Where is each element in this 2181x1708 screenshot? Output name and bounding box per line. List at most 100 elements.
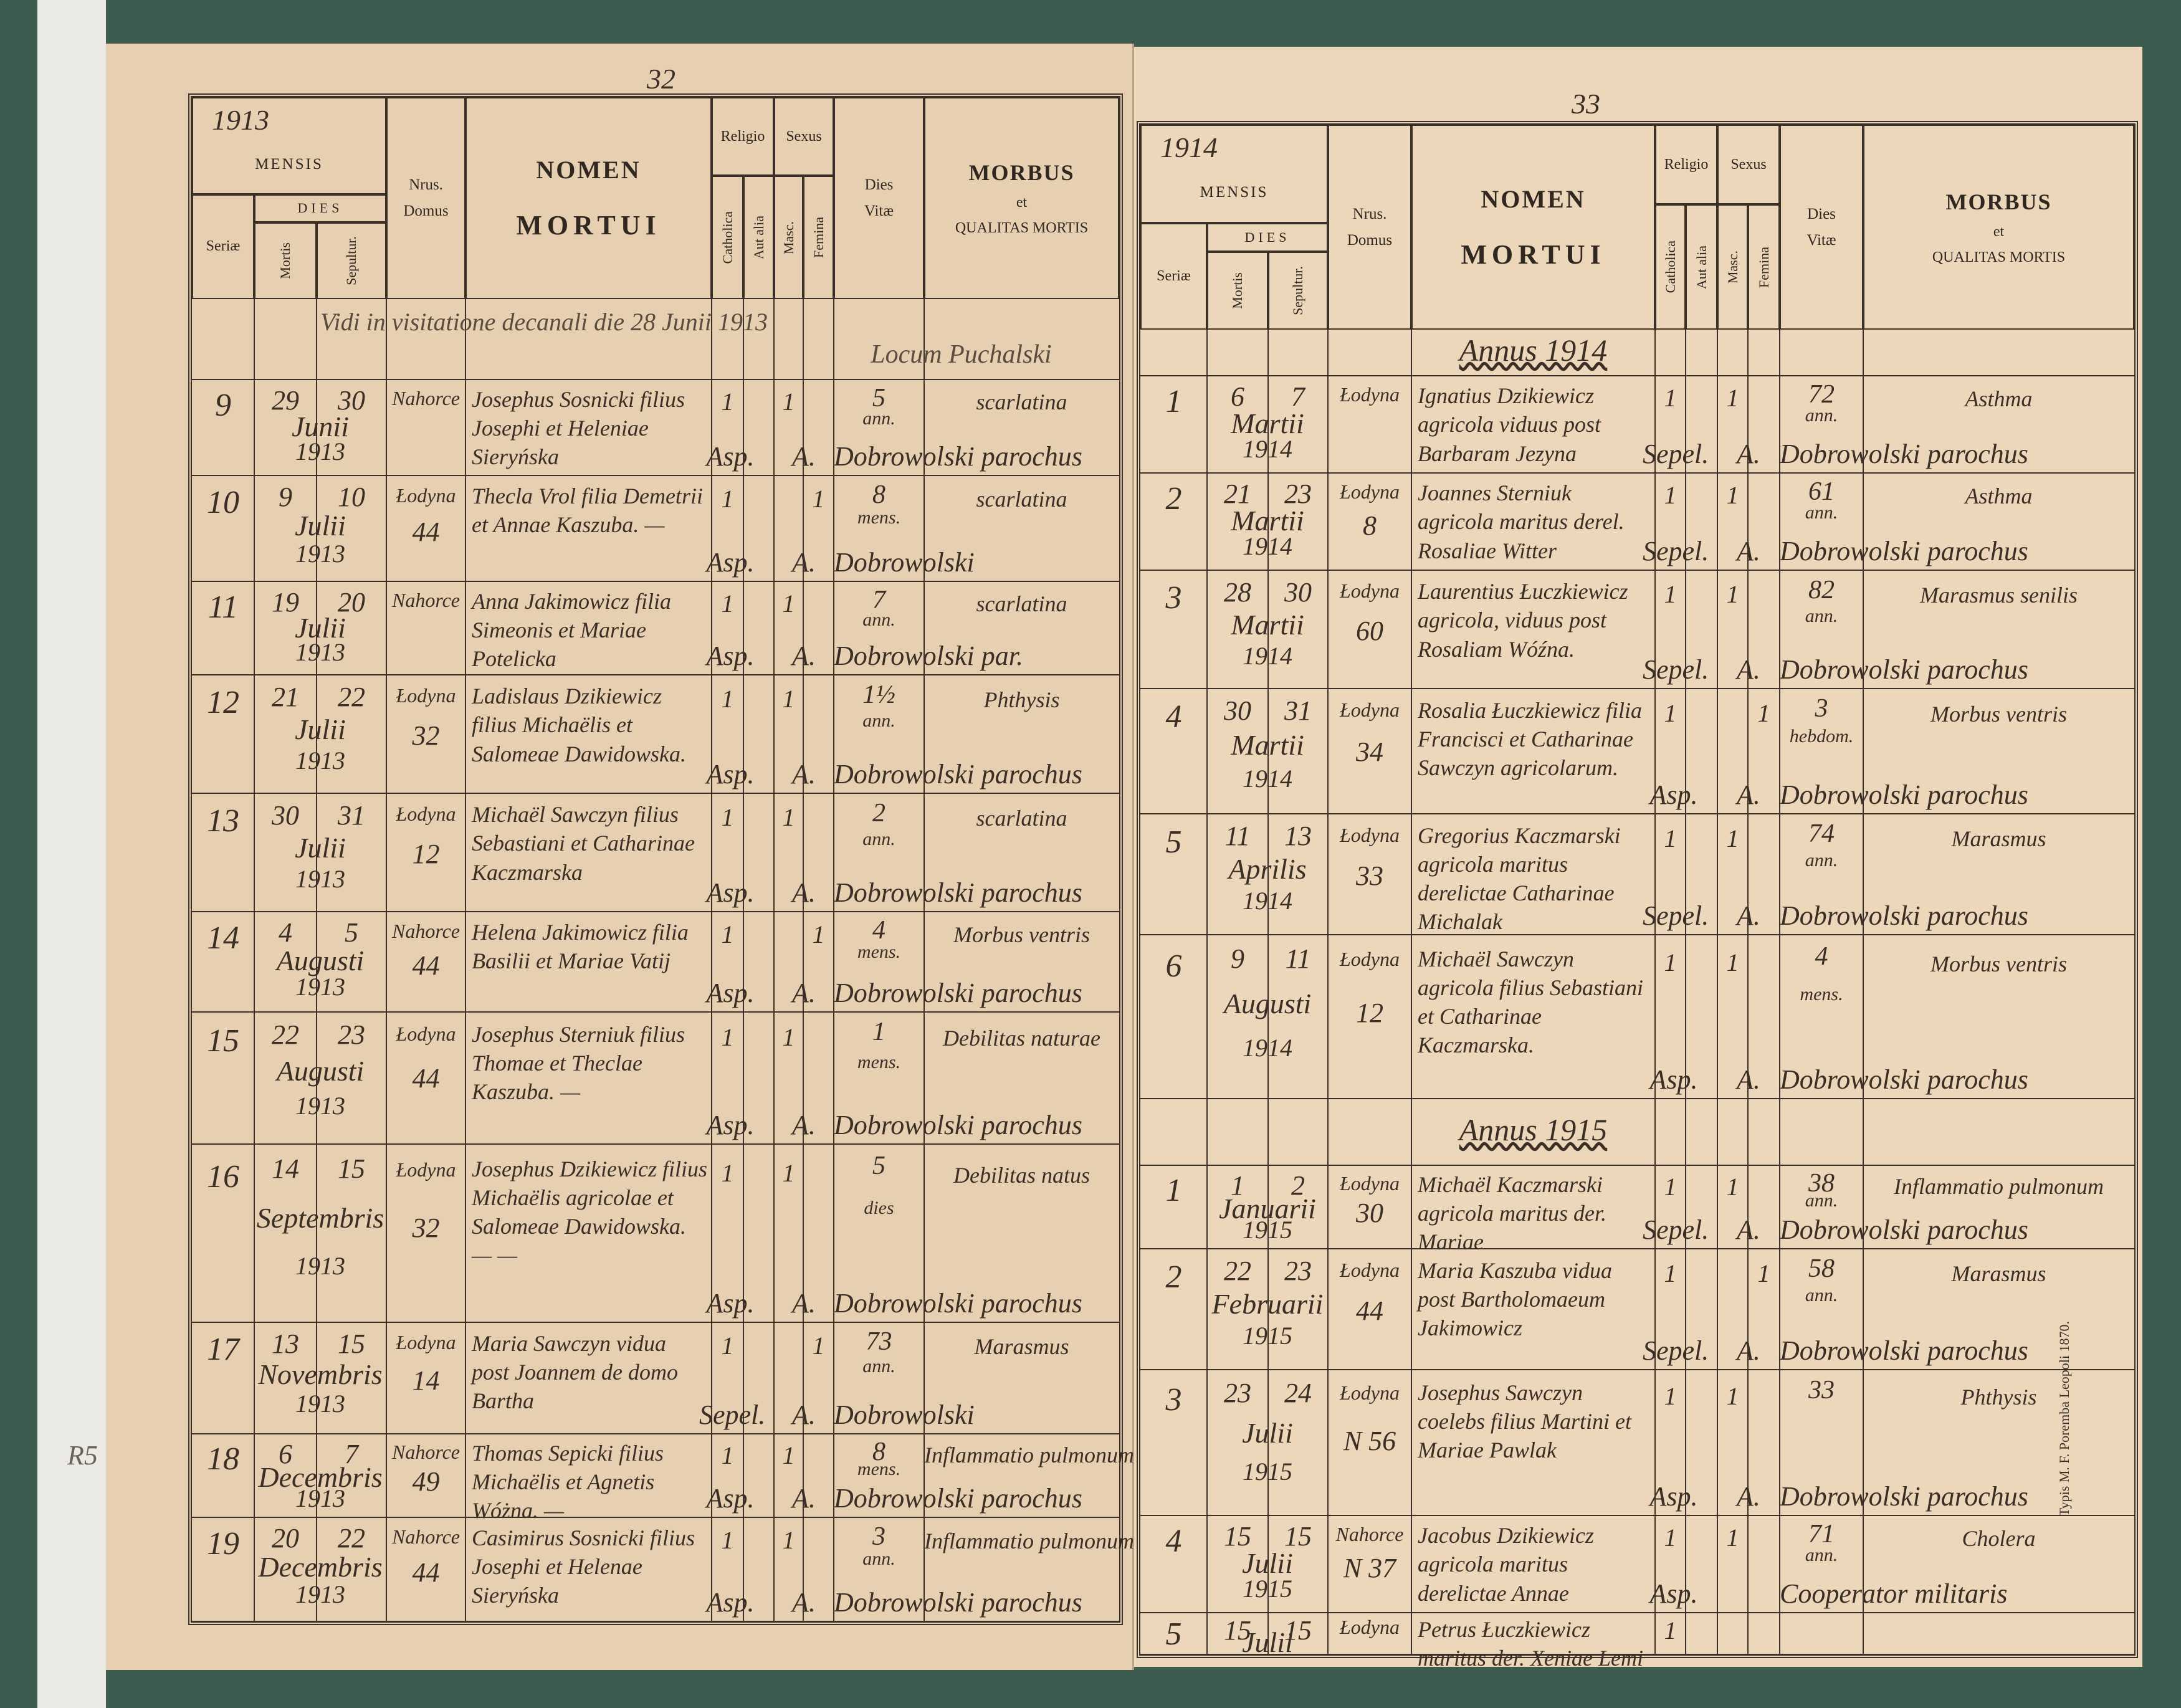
sexus-mark: A. (1737, 439, 1760, 469)
catholica-mark: 1 (1664, 481, 1677, 510)
domus: Łodyna (1340, 823, 1400, 846)
seriae: 4 (1165, 1524, 1182, 1560)
nrus-label: Nrus. (409, 176, 443, 193)
dies-mortis: 23 (1224, 1377, 1251, 1408)
visitation-note: Vidi in visitatione decanali die 28 Juni… (320, 307, 768, 336)
column-rule (1717, 330, 1718, 1654)
dies-sepultur: 30 (338, 384, 365, 416)
column-rule (1685, 330, 1686, 1654)
dies-vitae: 4 (872, 916, 885, 945)
dies-sepultur: 15 (338, 1328, 365, 1359)
catholica-mark: 1 (721, 920, 734, 948)
dies-sepultur: 23 (1284, 478, 1312, 509)
catholica-mark: 1 (721, 685, 734, 713)
dies-vitae-label: Dies (1807, 205, 1836, 222)
domus: Łodyna (1340, 480, 1400, 503)
vitae-unit: ann. (1805, 404, 1838, 426)
aut-alia-head: Aut alia (1686, 204, 1717, 330)
dies-mortis: 13 (272, 1328, 299, 1359)
priest: Dobrowolski parochus (834, 441, 1082, 472)
morbus: scarlatina (976, 487, 1067, 512)
mensis-label: MENSIS (255, 155, 323, 173)
nomen: Joannes Sterniuk agricola maritus derel.… (1418, 480, 1625, 563)
catholica-mark: 1 (721, 484, 734, 513)
masc-mark: 1 (782, 589, 795, 618)
aut-alia-head: Aut alia (743, 176, 774, 299)
dies-vitae: 4 (1815, 942, 1828, 971)
catholica-mark: 1 (1664, 948, 1677, 977)
nomen: Anna Jakimowicz filia Simeonis et Mariae… (472, 589, 671, 672)
nomen: Maria Sawczyn vidua post Joannem de domo… (472, 1330, 678, 1413)
row-rule (192, 793, 1119, 794)
mensis: Januarii (1219, 1192, 1316, 1224)
catholica-mark: 1 (721, 1023, 734, 1051)
dies-mortis: 20 (272, 1523, 299, 1554)
row-rule (1140, 570, 2134, 571)
dies-sepultur: 7 (345, 1438, 358, 1469)
vitae-unit: ann. (862, 1355, 895, 1376)
domus-number: 44 (412, 516, 440, 547)
row-rule (1140, 1098, 2134, 1099)
domus-number: 44 (412, 1557, 440, 1588)
domus-number: 44 (1356, 1295, 1383, 1326)
seriae: 11 (208, 589, 239, 625)
domus: Łodyna (396, 484, 456, 507)
catholica-label: Catholica (719, 211, 735, 264)
column-rule (1747, 330, 1749, 1654)
column-rule (386, 299, 387, 1621)
dies-mortis: 22 (272, 1019, 299, 1050)
priest: Dobrowolski par. (834, 641, 1023, 671)
row-rule (1140, 1654, 2134, 1655)
vitae-unit: ann. (862, 408, 895, 429)
qualitas-label: QUALITAS MORTIS (1932, 249, 2066, 265)
row-rule (192, 1143, 1119, 1145)
dies-vitae: 74 (1808, 819, 1835, 848)
row-rule (1140, 934, 2134, 935)
sexus-mark: A. (792, 547, 816, 578)
nomen-label: NOMEN (1481, 184, 1586, 213)
vitae-unit: mens. (857, 1051, 901, 1072)
column-rule (743, 299, 744, 1621)
dies-sepultur: 15 (1284, 1615, 1312, 1646)
religio-mark: Sepel. (1643, 1214, 1709, 1245)
row-rule (1140, 1369, 2134, 1370)
masc-mark: 1 (782, 1526, 795, 1555)
nomen: Josephus Sawczyn coelebs filius Martini … (1418, 1380, 1631, 1463)
priest: Dobrowolski parochus (834, 1483, 1082, 1514)
domus: Łodyna (396, 684, 456, 707)
domus: Łodyna (396, 1022, 456, 1045)
dies-vitae-label: Dies (864, 176, 894, 193)
mortui-label: MORTUI (1461, 239, 1606, 270)
sexus-mark: A. (792, 441, 816, 472)
annus: 1914 (1243, 642, 1292, 670)
vitae-unit: ann. (1805, 1285, 1838, 1306)
annus: 1915 (1243, 1216, 1292, 1244)
dies-sepultur: 31 (338, 799, 365, 831)
vitae-unit: mens. (1800, 983, 1843, 1004)
priest: Dobrowolski parochus (1780, 1335, 2028, 1366)
mensis: Decembris (258, 1551, 383, 1583)
priest: Dobrowolski parochus (1780, 536, 2028, 566)
morbus: Marasmus senilis (1919, 583, 2078, 608)
page-number: 32 (647, 63, 675, 95)
morbus: scarlatina (976, 591, 1067, 616)
dies-mortis: 30 (1224, 695, 1251, 727)
nomen: Gregorius Kaczmarski agricola maritus de… (1418, 823, 1621, 934)
dies-sepultur: 10 (338, 481, 365, 512)
row-rule (1140, 688, 2134, 689)
domus: Łodyna (396, 803, 456, 826)
domus-number: 30 (1356, 1197, 1383, 1228)
dies-sepultur: 5 (345, 917, 358, 948)
catholica-mark: 1 (721, 589, 734, 618)
catholica-mark: 1 (1664, 1259, 1677, 1287)
column-rule (803, 299, 804, 1621)
priest: Dobrowolski parochus (1780, 1481, 2028, 1512)
dies-mortis: 9 (279, 481, 292, 512)
religio-mark: Asp. (706, 877, 755, 908)
seriae-label: Seriæ (206, 238, 241, 255)
religio-mark: Sepel. (1643, 536, 1709, 566)
dies-sepultur: 31 (1284, 695, 1312, 727)
mensis: Augusti (276, 944, 365, 976)
sexus-mark: A. (792, 759, 816, 790)
